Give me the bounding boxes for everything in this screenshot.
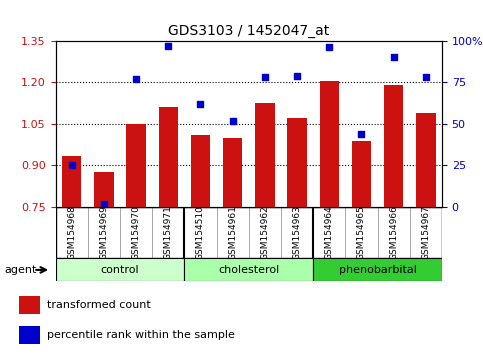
Bar xyxy=(320,81,339,354)
Text: GSM154968: GSM154968 xyxy=(67,205,76,260)
Point xyxy=(197,101,204,107)
Text: percentile rank within the sample: percentile rank within the sample xyxy=(47,330,235,340)
Point xyxy=(261,74,269,80)
Bar xyxy=(127,124,146,354)
Bar xyxy=(287,118,307,354)
Text: GSM154964: GSM154964 xyxy=(325,205,334,260)
Point xyxy=(390,55,398,60)
Bar xyxy=(191,135,210,354)
Text: GSM154965: GSM154965 xyxy=(357,205,366,260)
Point xyxy=(357,131,365,137)
Text: GSM154963: GSM154963 xyxy=(293,205,301,260)
Text: phenobarbital: phenobarbital xyxy=(339,265,416,275)
Text: control: control xyxy=(100,265,139,275)
Point xyxy=(68,163,75,169)
Point xyxy=(326,45,333,50)
Point xyxy=(422,74,430,80)
Bar xyxy=(94,172,114,354)
Point xyxy=(164,43,172,48)
Bar xyxy=(384,85,403,354)
Text: GSM154969: GSM154969 xyxy=(99,205,108,260)
Text: GSM154962: GSM154962 xyxy=(260,205,270,260)
Bar xyxy=(416,113,436,354)
FancyBboxPatch shape xyxy=(313,258,442,281)
Text: cholesterol: cholesterol xyxy=(218,265,279,275)
Text: GSM154966: GSM154966 xyxy=(389,205,398,260)
Text: GSM154967: GSM154967 xyxy=(421,205,430,260)
Text: agent: agent xyxy=(5,265,37,275)
Point xyxy=(132,76,140,82)
Bar xyxy=(255,103,274,354)
Bar xyxy=(223,138,242,354)
Bar xyxy=(19,296,41,314)
Text: GSM154961: GSM154961 xyxy=(228,205,237,260)
Point xyxy=(293,73,301,79)
Title: GDS3103 / 1452047_at: GDS3103 / 1452047_at xyxy=(168,24,329,38)
Text: GSM154971: GSM154971 xyxy=(164,205,173,260)
FancyBboxPatch shape xyxy=(56,258,185,281)
Bar xyxy=(158,107,178,354)
Point xyxy=(100,201,108,207)
Text: GSM154510: GSM154510 xyxy=(196,205,205,260)
FancyBboxPatch shape xyxy=(185,258,313,281)
Text: transformed count: transformed count xyxy=(47,299,151,310)
Bar xyxy=(62,156,81,354)
Text: GSM154970: GSM154970 xyxy=(131,205,141,260)
Bar xyxy=(19,326,41,344)
Bar xyxy=(352,141,371,354)
Point xyxy=(229,118,237,124)
